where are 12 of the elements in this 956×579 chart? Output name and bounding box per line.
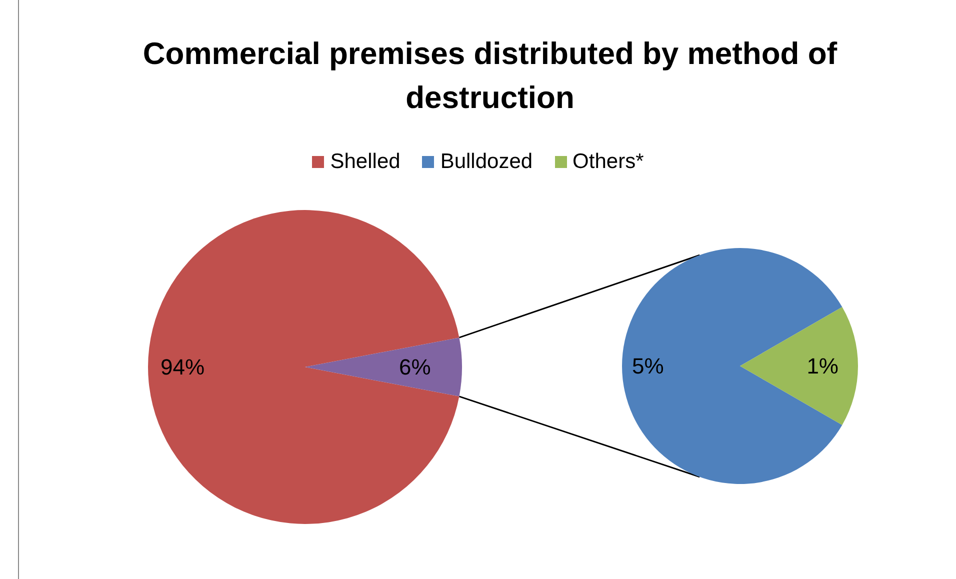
pie-slice [622,248,842,484]
legend-label: Bulldozed [440,150,533,174]
pie-slice [305,338,462,396]
legend-label: Others* [572,150,644,174]
data-label: 94% [160,354,205,380]
data-label: 1% [806,354,838,378]
pie-slice [148,210,460,524]
legend-label: Shelled [330,150,400,174]
pie-slice [740,307,858,425]
data-label: 6% [399,354,431,380]
data-label: 5% [632,354,664,378]
chart-title: Commercial premises distributed by method of destruction [142,35,838,117]
